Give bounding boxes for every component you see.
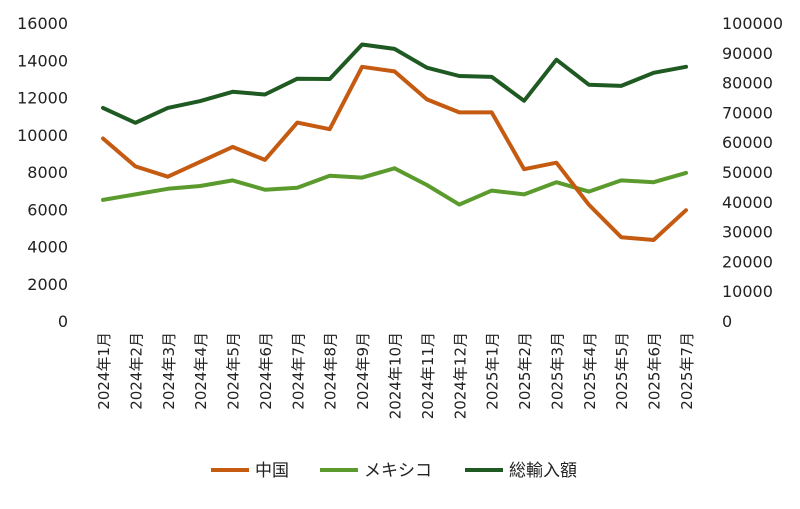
x-tick-label: 2025年4月 (581, 332, 599, 410)
series-line-2 (101, 42, 688, 125)
x-tick-label: 2025年6月 (646, 332, 664, 410)
left-tick-label: 4000 (27, 238, 68, 257)
right-tick-label: 10000 (722, 282, 773, 301)
x-tick-label: 2024年5月 (225, 332, 243, 410)
left-tick-label: 10000 (17, 126, 68, 145)
series-line-1 (101, 166, 688, 207)
x-tick-label: 2025年3月 (548, 332, 566, 410)
legend-label: 総輸入額 (509, 461, 577, 481)
left-tick-label: 6000 (27, 200, 68, 219)
right-tick-label: 100000 (722, 14, 783, 33)
x-tick-label: 2024年11月 (419, 332, 437, 419)
x-tick-label: 2025年1月 (484, 332, 502, 410)
legend: 中国 メキシコ 総輸入額 (211, 461, 577, 481)
series-lines (101, 42, 688, 242)
right-tick-label: 0 (722, 312, 732, 331)
right-tick-label: 60000 (722, 133, 773, 152)
x-tick-label: 2024年10月 (387, 332, 405, 419)
x-tick-label: 2024年12月 (451, 332, 469, 419)
left-tick-label: 12000 (17, 89, 68, 108)
right-tick-label: 90000 (722, 44, 773, 63)
x-axis: 2024年1月 2024年2月 2024年3月 2024年4月 2024年5月 2024年… (95, 332, 696, 419)
x-tick-label: 2024年4月 (192, 332, 210, 410)
x-tick-label: 2025年2月 (516, 332, 534, 410)
left-tick-label: 2000 (27, 275, 68, 294)
x-tick-label: 2024年3月 (160, 332, 178, 410)
x-tick-label: 2024年8月 (322, 332, 340, 410)
left-tick-label: 0 (58, 312, 68, 331)
x-tick-label: 2024年6月 (257, 332, 275, 410)
x-tick-label: 2024年7月 (289, 332, 307, 410)
x-tick-label: 2024年9月 (354, 332, 372, 410)
legend-label: 中国 (255, 461, 289, 481)
right-tick-label: 50000 (722, 163, 773, 182)
right-tick-label: 70000 (722, 103, 773, 122)
left-tick-label: 16000 (17, 14, 68, 33)
x-tick-label: 2025年5月 (613, 332, 631, 410)
left-axis: 0 2000 4000 6000 8000 10000 12000 14000 16000 (17, 14, 68, 331)
right-tick-label: 80000 (722, 74, 773, 93)
series-line-0 (101, 64, 688, 242)
right-axis: 0 10000 20000 30000 40000 50000 60000 70000 8000… (722, 14, 783, 331)
x-tick-label: 2025年7月 (678, 332, 696, 410)
right-tick-label: 20000 (722, 252, 773, 271)
left-tick-label: 8000 (27, 163, 68, 182)
right-tick-label: 40000 (722, 193, 773, 212)
x-tick-label: 2024年2月 (127, 332, 145, 410)
x-tick-label: 2024年1月 (95, 332, 113, 410)
legend-label: メキシコ (364, 461, 432, 481)
right-tick-label: 30000 (722, 223, 773, 242)
left-tick-label: 14000 (17, 51, 68, 70)
